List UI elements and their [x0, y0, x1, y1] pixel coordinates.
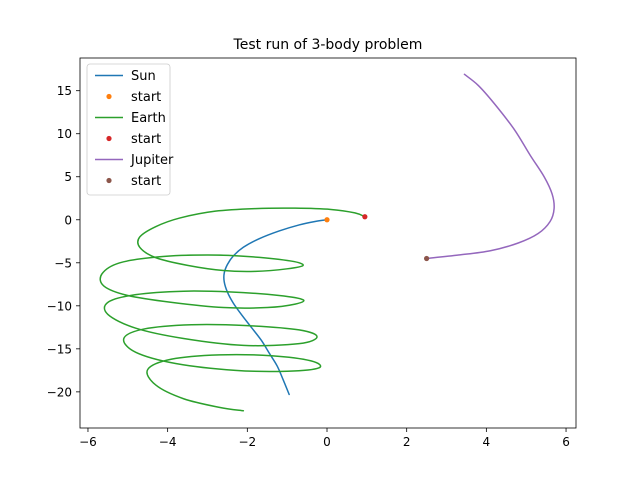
- x-tick-label: −2: [238, 435, 256, 449]
- x-tick-label: −6: [79, 435, 97, 449]
- y-tick-label: 5: [64, 170, 72, 184]
- y-axis: −20 −15 −10 −5 0 5 10 15: [47, 84, 80, 399]
- plot-frame: [79, 57, 577, 429]
- legend-marker-swatch: [106, 135, 112, 142]
- y-tick-label: 15: [57, 84, 72, 98]
- sun-start-marker: [324, 217, 330, 223]
- y-tick-label: −10: [47, 299, 72, 313]
- y-tick-label: 0: [64, 213, 72, 227]
- legend-label: Sun: [131, 69, 156, 84]
- legend-label: start: [131, 90, 161, 105]
- legend: Sun start Earth start Jupiter start: [86, 63, 174, 196]
- x-tick-label: 2: [403, 435, 411, 449]
- earth-trajectory-line: [99, 207, 366, 412]
- y-tick-label: −15: [47, 342, 72, 356]
- legend-marker-swatch: [106, 93, 112, 100]
- x-tick-label: 4: [483, 435, 491, 449]
- jupiter-start-marker: [424, 255, 430, 262]
- x-tick-label: −4: [159, 435, 177, 449]
- y-tick-label: −5: [54, 256, 72, 270]
- legend-label: Earth: [131, 111, 166, 126]
- series-layer: [99, 73, 555, 412]
- chart-title: Test run of 3-body problem: [233, 37, 423, 53]
- earth-start-marker: [362, 214, 368, 220]
- legend-label: start: [131, 174, 161, 189]
- x-axis: −6 −4 −2 0 2 4 6: [79, 428, 570, 449]
- legend-marker-swatch: [106, 177, 112, 184]
- jupiter-trajectory-line: [425, 73, 555, 260]
- x-tick-label: 0: [323, 435, 331, 449]
- y-tick-label: −20: [47, 385, 72, 399]
- legend-label: Jupiter: [130, 153, 174, 168]
- sun-trajectory-line: [223, 219, 328, 396]
- y-tick-label: 10: [57, 127, 72, 141]
- legend-label: start: [131, 132, 161, 147]
- x-tick-label: 6: [562, 435, 570, 449]
